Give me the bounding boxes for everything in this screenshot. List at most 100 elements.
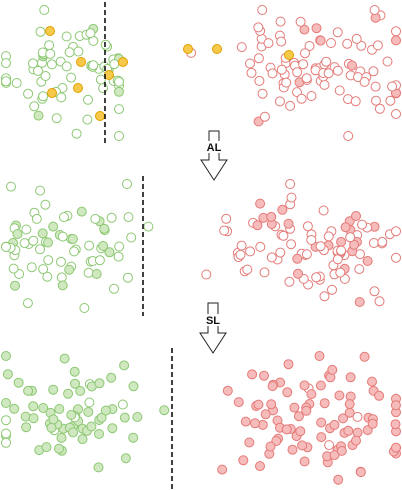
data-point-top-queried — [76, 57, 86, 67]
data-point-middle-green — [122, 179, 132, 189]
data-point-bottom-green — [119, 360, 130, 371]
data-point-top-red — [326, 38, 336, 48]
data-point-middle-red — [391, 252, 401, 263]
data-point-middle-red — [362, 256, 373, 266]
data-point-top-red — [351, 33, 362, 44]
data-point-bottom-red — [315, 380, 326, 391]
data-point-bottom-red — [297, 440, 308, 451]
data-point-top-green — [1, 58, 11, 69]
data-point-bottom-red — [352, 427, 363, 438]
data-point-bottom-green — [69, 366, 80, 377]
data-point-middle-green — [59, 212, 69, 223]
data-point-middle-green — [6, 181, 16, 192]
data-point-middle-red — [284, 276, 295, 287]
decision-boundaries — [104, 2, 173, 490]
data-point-middle-green — [19, 238, 30, 249]
arrow-sl-label-bg — [203, 314, 223, 326]
data-point-bottom-red — [238, 455, 249, 466]
data-point-top-red — [276, 36, 287, 47]
data-point-bottom-red — [391, 442, 401, 453]
data-point-bottom-red — [282, 387, 293, 398]
data-point-top-red — [257, 88, 268, 99]
data-point-top-green — [33, 110, 44, 121]
data-point-bottom-red — [367, 418, 378, 429]
data-point-middle-green — [26, 262, 37, 273]
data-point-middle-green — [21, 224, 32, 235]
data-point-middle-red — [275, 247, 286, 258]
data-point-top-red — [332, 65, 343, 76]
data-point-bottom-red — [351, 435, 361, 446]
data-point-top-queried — [183, 44, 193, 54]
data-point-bottom-red — [355, 467, 366, 478]
data-point-middle-green — [8, 263, 19, 274]
data-point-bottom-green — [48, 384, 59, 395]
data-point-bottom-green — [1, 428, 11, 439]
data-point-middle-red — [266, 211, 277, 222]
data-point-top-red — [301, 73, 312, 84]
data-point-middle-green — [79, 303, 90, 313]
data-point-bottom-green — [66, 409, 77, 420]
data-point-top-red — [321, 56, 332, 67]
data-point-top-red — [391, 109, 401, 119]
data-point-top-red — [315, 35, 326, 46]
data-point-top-red — [370, 81, 381, 92]
data-point-middle-green — [43, 237, 53, 248]
data-point-middle-red — [301, 249, 312, 260]
data-point-bottom-green — [1, 415, 11, 426]
data-point-middle-red — [201, 269, 212, 280]
data-point-bottom-green — [46, 422, 57, 433]
data-point-bottom-green — [54, 443, 64, 454]
data-point-middle-green — [94, 255, 105, 266]
data-point-middle-red — [357, 219, 367, 230]
data-point-bottom-red — [329, 450, 340, 461]
arrow-sl: SL — [199, 302, 227, 354]
data-point-top-red — [267, 68, 278, 79]
data-point-middle-green — [48, 221, 59, 232]
data-point-bottom-green — [70, 378, 80, 389]
data-point-middle-green — [37, 228, 48, 239]
data-point-bottom-red — [319, 398, 330, 409]
data-point-middle-green — [106, 212, 117, 223]
data-point-top-red — [263, 38, 274, 49]
data-point-top-red — [300, 48, 310, 59]
data-point-middle-red — [286, 239, 297, 250]
data-point-top-red — [246, 67, 257, 78]
data-point-bottom-green — [132, 412, 143, 422]
data-point-top-green — [35, 26, 46, 37]
data-point-bottom-red — [240, 416, 251, 427]
data-point-top-red — [292, 87, 302, 98]
data-point-middle-red — [242, 264, 253, 275]
data-point-bottom-red — [316, 432, 327, 443]
data-point-top-queried — [47, 88, 57, 98]
data-point-middle-red — [277, 204, 288, 215]
data-point-middle-green — [69, 246, 80, 257]
data-point-bottom-red — [299, 380, 310, 391]
data-point-top-green — [61, 61, 72, 72]
data-point-top-red — [285, 100, 296, 111]
data-point-middle-red — [335, 267, 346, 278]
data-point-bottom-green — [100, 405, 111, 416]
data-point-bottom-green — [1, 351, 11, 361]
data-point-top-red — [257, 5, 268, 15]
data-point-top-red — [372, 40, 383, 51]
arrow-sl-label: SL — [206, 315, 220, 327]
data-point-top-red — [368, 66, 379, 77]
data-point-bottom-green — [48, 414, 59, 425]
data-point-middle-green — [84, 240, 95, 251]
data-point-middle-red — [255, 198, 266, 209]
data-point-middle-red — [368, 238, 379, 248]
data-point-middle-red — [391, 226, 401, 237]
arrow-al-label: AL — [207, 142, 222, 154]
data-point-bottom-red — [367, 376, 377, 387]
data-point-middle-red — [245, 246, 256, 257]
data-point-top-queried — [104, 70, 114, 80]
data-point-middle-red — [351, 211, 361, 221]
arrow-al-label-bg — [204, 141, 224, 153]
data-point-middle-green — [42, 271, 53, 282]
data-point-bottom-red — [217, 464, 228, 475]
data-point-top-red — [292, 67, 303, 78]
data-point-top-green — [45, 48, 56, 59]
data-point-middle-green — [91, 269, 102, 279]
data-point-top-red — [245, 58, 255, 69]
data-point-bottom-red — [390, 419, 401, 430]
